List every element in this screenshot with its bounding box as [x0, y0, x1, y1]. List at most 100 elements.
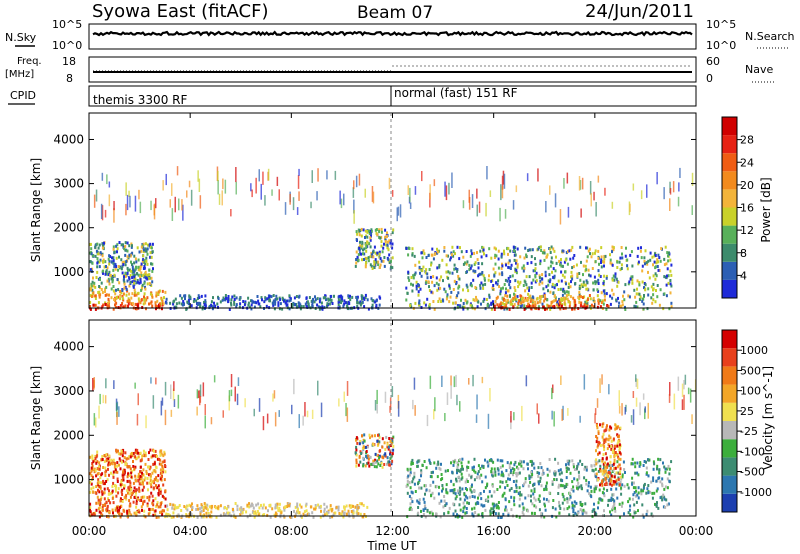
heatmap-cell — [298, 414, 300, 429]
heatmap-cell — [387, 447, 390, 451]
heatmap-cell — [117, 268, 119, 272]
heatmap-cell — [481, 271, 484, 274]
heatmap-cell — [523, 307, 526, 311]
heatmap-cell — [186, 190, 188, 198]
heatmap-cell — [276, 176, 279, 186]
heatmap-cell — [530, 255, 533, 259]
heatmap-cell — [108, 305, 111, 309]
heatmap-cell — [494, 470, 497, 474]
heatmap-cell — [549, 251, 552, 254]
heatmap-cell — [138, 299, 141, 303]
heatmap-cell — [640, 190, 643, 200]
colorbar-swatch — [722, 207, 737, 226]
heatmap-cell — [164, 504, 167, 508]
heatmap-cell — [569, 285, 572, 289]
heatmap-cell — [366, 462, 369, 466]
heatmap-cell — [566, 297, 569, 301]
heatmap-cell — [316, 297, 319, 301]
heatmap-cell — [553, 274, 556, 278]
heatmap-cell — [117, 487, 120, 491]
heatmap-cell — [418, 498, 421, 502]
heatmap-cell — [111, 485, 114, 488]
heatmap-cell — [131, 280, 134, 284]
heatmap-cell — [163, 496, 165, 500]
heatmap-cell — [646, 487, 649, 491]
heatmap-cell — [321, 305, 324, 309]
heatmap-cell — [412, 283, 414, 287]
heatmap-cell — [578, 294, 581, 298]
heatmap-cell — [624, 471, 626, 474]
heatmap-cell — [300, 505, 303, 509]
heatmap-cell — [459, 469, 462, 473]
heatmap-cell — [314, 295, 316, 299]
heatmap-cell — [595, 449, 597, 453]
heatmap-cell — [445, 270, 448, 274]
heatmap-cell — [610, 439, 613, 443]
heatmap-cell — [94, 511, 97, 515]
heatmap-cell — [554, 269, 557, 273]
heatmap-cell — [343, 505, 345, 509]
heatmap-cell — [677, 196, 680, 207]
heatmap-cell — [545, 481, 548, 485]
heatmap-cell — [163, 296, 165, 300]
heatmap-cell — [397, 401, 400, 417]
heatmap-cell — [606, 447, 609, 451]
heatmap-cell — [89, 307, 92, 311]
heatmap-cell — [552, 247, 555, 251]
heatmap-cell — [507, 252, 509, 256]
heatmap-cell — [634, 461, 637, 465]
heatmap-cell — [495, 506, 498, 510]
heatmap-cell — [521, 511, 524, 514]
heatmap-cell — [121, 493, 124, 496]
heatmap-cell — [601, 299, 604, 303]
heatmap-cell — [175, 302, 178, 306]
heatmap-cell — [373, 263, 376, 266]
heatmap-cell — [288, 294, 291, 298]
heatmap-cell — [104, 272, 107, 276]
heatmap-cell — [495, 247, 497, 251]
heatmap-cell — [474, 511, 477, 514]
heatmap-cell — [602, 462, 605, 466]
heatmap-cell — [144, 285, 146, 289]
heatmap-cell — [377, 433, 379, 437]
heatmap-cell — [255, 177, 257, 194]
heatmap-cell — [521, 502, 524, 506]
heatmap-cell — [632, 183, 635, 191]
heatmap-cell — [135, 479, 137, 483]
heatmap-cell — [488, 247, 491, 251]
heatmap-cell — [180, 296, 183, 300]
heatmap-cell — [132, 481, 135, 485]
heatmap-cell — [119, 506, 121, 510]
heatmap-cell — [101, 490, 103, 494]
heatmap-cell — [510, 416, 512, 430]
heatmap-cell — [500, 304, 503, 308]
heatmap-cell — [579, 245, 582, 249]
heatmap-cell — [151, 242, 154, 246]
heatmap-cell — [548, 273, 551, 277]
heatmap-cell — [634, 465, 637, 469]
heatmap-cell — [386, 445, 389, 449]
heatmap-cell — [143, 292, 146, 296]
heatmap-cell — [486, 460, 489, 464]
heatmap-cell — [619, 426, 622, 430]
heatmap-cell — [365, 450, 368, 453]
heatmap-cell — [372, 191, 375, 204]
heatmap-cell — [612, 246, 615, 250]
heatmap-cell — [468, 189, 470, 203]
heatmap-cell — [652, 467, 655, 471]
heatmap-cell — [652, 476, 655, 480]
heatmap-cell — [571, 504, 574, 507]
heatmap-cell — [258, 506, 261, 510]
heatmap-cell — [362, 503, 365, 507]
heatmap-cell — [437, 492, 440, 496]
heatmap-cell — [130, 475, 133, 479]
heatmap-cell — [454, 301, 457, 305]
heatmap-cell — [428, 289, 431, 292]
heatmap-cell — [561, 273, 564, 277]
heatmap-cell — [389, 452, 391, 456]
heatmap-cell — [586, 287, 589, 291]
heatmap-cell — [550, 303, 553, 307]
heatmap-cell — [603, 294, 606, 298]
heatmap-cell — [364, 236, 366, 239]
heatmap-cell — [224, 513, 227, 517]
